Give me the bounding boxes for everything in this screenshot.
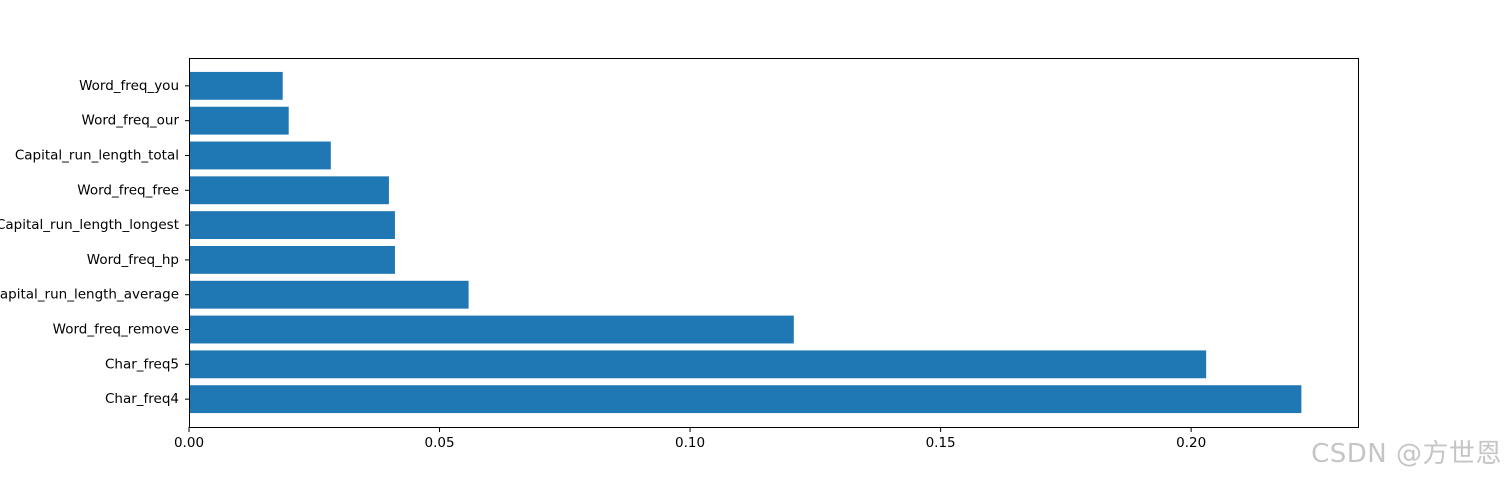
y-tick-label: Word_freq_free bbox=[77, 182, 179, 198]
bars-layer bbox=[189, 71, 1302, 414]
y-tick-label: Capital_run_length_total bbox=[15, 147, 179, 163]
x-tick-label: 0.10 bbox=[675, 435, 705, 451]
y-axis: Char_freq4 Char_freq5 Word_freq_remove Capi… bbox=[0, 78, 189, 407]
bar-word-freq-free bbox=[189, 176, 389, 205]
x-axis: 0.00 0.05 0.10 0.15 0.20 bbox=[174, 427, 1206, 451]
bar-capital-run-length-average bbox=[189, 280, 469, 309]
x-tick-label: 0.05 bbox=[425, 435, 455, 451]
y-tick-label: Char_freq4 bbox=[105, 391, 179, 407]
y-tick-label: Capital_run_length_average bbox=[0, 287, 179, 303]
bar-char-freq4 bbox=[189, 385, 1302, 414]
watermark-text: CSDN @方世恩 bbox=[1311, 439, 1502, 469]
bar-capital-run-length-longest bbox=[189, 211, 395, 240]
bar-capital-run-length-total bbox=[189, 141, 331, 170]
bar-word-freq-remove bbox=[189, 315, 794, 344]
plot-frame bbox=[189, 58, 1359, 428]
x-tick-label: 0.15 bbox=[926, 435, 956, 451]
bar-char-freq5 bbox=[189, 350, 1207, 379]
bar-word-freq-hp bbox=[189, 245, 395, 274]
bar-word-freq-our bbox=[189, 106, 289, 135]
x-tick-label: 0.00 bbox=[174, 435, 204, 451]
bar-word-freq-you bbox=[189, 71, 283, 100]
y-tick-label: Capital_run_length_longest bbox=[0, 217, 179, 233]
y-tick-label: Word_freq_remove bbox=[53, 322, 179, 338]
y-tick-label: Word_freq_hp bbox=[87, 252, 179, 268]
y-tick-label: Char_freq5 bbox=[105, 356, 179, 372]
y-tick-label: Word_freq_our bbox=[82, 113, 180, 129]
x-tick-label: 0.20 bbox=[1176, 435, 1206, 451]
y-tick-label: Word_freq_you bbox=[79, 78, 179, 94]
